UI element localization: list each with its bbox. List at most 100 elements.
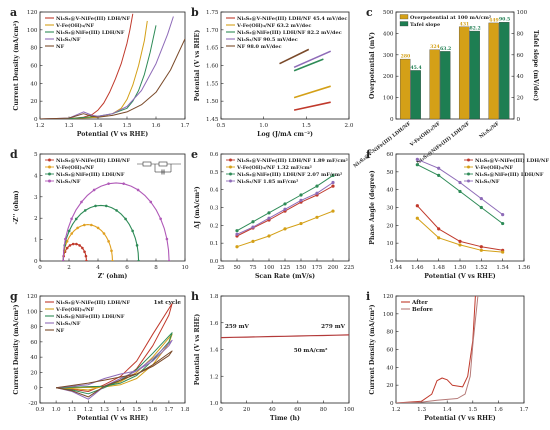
y-tick-label: 80 (30, 46, 38, 52)
data-point (78, 244, 81, 247)
x-tick-label: 200 (328, 265, 339, 271)
x-tick-label: 1.6 (494, 407, 503, 413)
y-tick-label: 100 (383, 96, 394, 102)
data-point (159, 217, 162, 221)
data-point (283, 207, 287, 211)
legend-swatch (399, 21, 409, 27)
bar (410, 70, 421, 120)
series-line (416, 217, 503, 253)
cycle-annotation: 1st cycle (154, 300, 182, 306)
legend-entry: NF (56, 328, 65, 334)
plot-area (61, 182, 171, 261)
data-point (315, 184, 319, 188)
category-label: Ni₃S₂/NF (478, 120, 501, 140)
data-point (437, 236, 441, 240)
data-point (135, 244, 139, 247)
series-line (56, 332, 173, 395)
x-axis-label: Potential (V vs RHE) (424, 273, 495, 280)
x-tick-label: 0.5 (217, 123, 226, 129)
legend-entry: After (411, 300, 428, 306)
x-tick-label: 20 (243, 407, 251, 413)
category-label: Ni₃S₂@NiFe(III) LDH/NF (415, 120, 471, 166)
data-point (235, 229, 239, 233)
plot-area (235, 173, 335, 249)
legend-entry: NF 98.0 mV/dec (237, 44, 282, 50)
y-axis-label: Current Density (mA/cm²) (13, 304, 20, 394)
y-tick-label: 0.4 (210, 188, 219, 194)
y-tick-label: 0 (34, 117, 38, 123)
data-point (479, 245, 483, 249)
x-tick-label: 100 (264, 265, 275, 271)
panel-label: g (10, 290, 18, 303)
x-tick-label: 150 (296, 265, 307, 271)
data-point (61, 259, 65, 261)
legend-entry: V-Fe(OH)₃/NF (55, 22, 94, 29)
plot-area (415, 157, 505, 254)
data-point (107, 240, 110, 243)
data-point (479, 248, 483, 252)
y-tick-label: 1.65 (206, 46, 219, 52)
legend-marker (229, 172, 232, 176)
x-tick-label: 1.2 (392, 407, 401, 413)
legend-entry: Ni₃S₂/NF 1.85 mF/cm² (237, 179, 298, 185)
series-line (293, 85, 331, 99)
legend-entry: Ni₃S₂@V-NiFe(III) LDH/NF (56, 299, 130, 306)
x-tick-label: 1.7 (181, 123, 190, 129)
bar-value-label: 45.4 (410, 65, 422, 71)
x-axis-label: Scan Rate (mV/s) (255, 273, 315, 280)
x-tick-label: 1.2 (84, 407, 93, 413)
data-point (501, 213, 505, 217)
data-point (65, 240, 69, 243)
data-point (80, 200, 83, 204)
x-axis-label: Log (J/mA cm⁻²) (257, 131, 313, 138)
x-tick-label: 1.56 (518, 265, 531, 271)
bar-value-label: 324 (430, 44, 440, 50)
y-tick-label: 0.1 (210, 241, 219, 247)
series-line (221, 334, 349, 339)
y-tick-label: 100 (27, 28, 38, 34)
legend-marker (48, 165, 51, 169)
bar-value-label: 82.2 (469, 26, 480, 32)
y-tick-label: 1.0 (210, 401, 219, 407)
x-tick-label: 1.5 (302, 123, 311, 129)
legend-entry: Ni₃S₂@V-NiFe(III) LDH/NF 1.89 mF/cm² (237, 157, 348, 164)
panel-e: e 25 50 75 100 125 150 175 200 225 0.0 0.1 0.2 0.3 0.4… (191, 148, 355, 280)
x-axis-label: Potential (V vs RHE) (77, 131, 148, 138)
y-axis-label: Current Density (mA/cm²) (13, 20, 20, 110)
series-line (55, 339, 173, 400)
data-point (111, 259, 114, 261)
y-right-tick-label: 20 (517, 96, 525, 102)
series-line (56, 350, 173, 398)
data-point (283, 227, 287, 231)
y-tick-label: 40 (386, 188, 394, 194)
x-tick-label: 1.54 (496, 265, 509, 271)
x-tick-label: 1.44 (390, 265, 403, 271)
y-right-tick-label: 80 (517, 31, 525, 37)
bar-value-label: 449 (489, 17, 499, 23)
legend-entry: V-Fe(OH)₃/NF (55, 306, 94, 313)
series-line (293, 50, 332, 69)
y-axis-label: ΔJ (mA/cm²) (194, 186, 201, 228)
y-tick-label: 0 (390, 259, 394, 265)
x-tick-label: 1.4 (94, 123, 103, 129)
x-tick-label: 60 (294, 407, 302, 413)
panel-i: i 1.2 1.3 1.4 1.5 1.6 1.7 0 20 40 60 80 100 120 Potent… (366, 290, 529, 422)
bar (440, 51, 451, 120)
data-point (458, 180, 462, 185)
y-tick-label: 4 (34, 173, 38, 179)
bar (488, 22, 499, 120)
bar-value-label: 431 (460, 21, 470, 27)
series-line (279, 48, 310, 65)
data-point (136, 188, 140, 192)
series-line (56, 333, 173, 391)
panel-b: b 0.5 1.0 1.5 2.0 1.45 1.50 1.55 1.60 1.65 1.70 1.7… (191, 6, 354, 138)
series-line (293, 101, 331, 111)
data-point (68, 244, 72, 247)
x-tick-label: 2.0 (345, 123, 354, 129)
data-point (437, 227, 441, 231)
x-tick-label: 25 (217, 265, 225, 271)
x-tick-label: 1.8 (181, 407, 190, 413)
data-point (299, 221, 303, 226)
plot-area (55, 303, 173, 400)
